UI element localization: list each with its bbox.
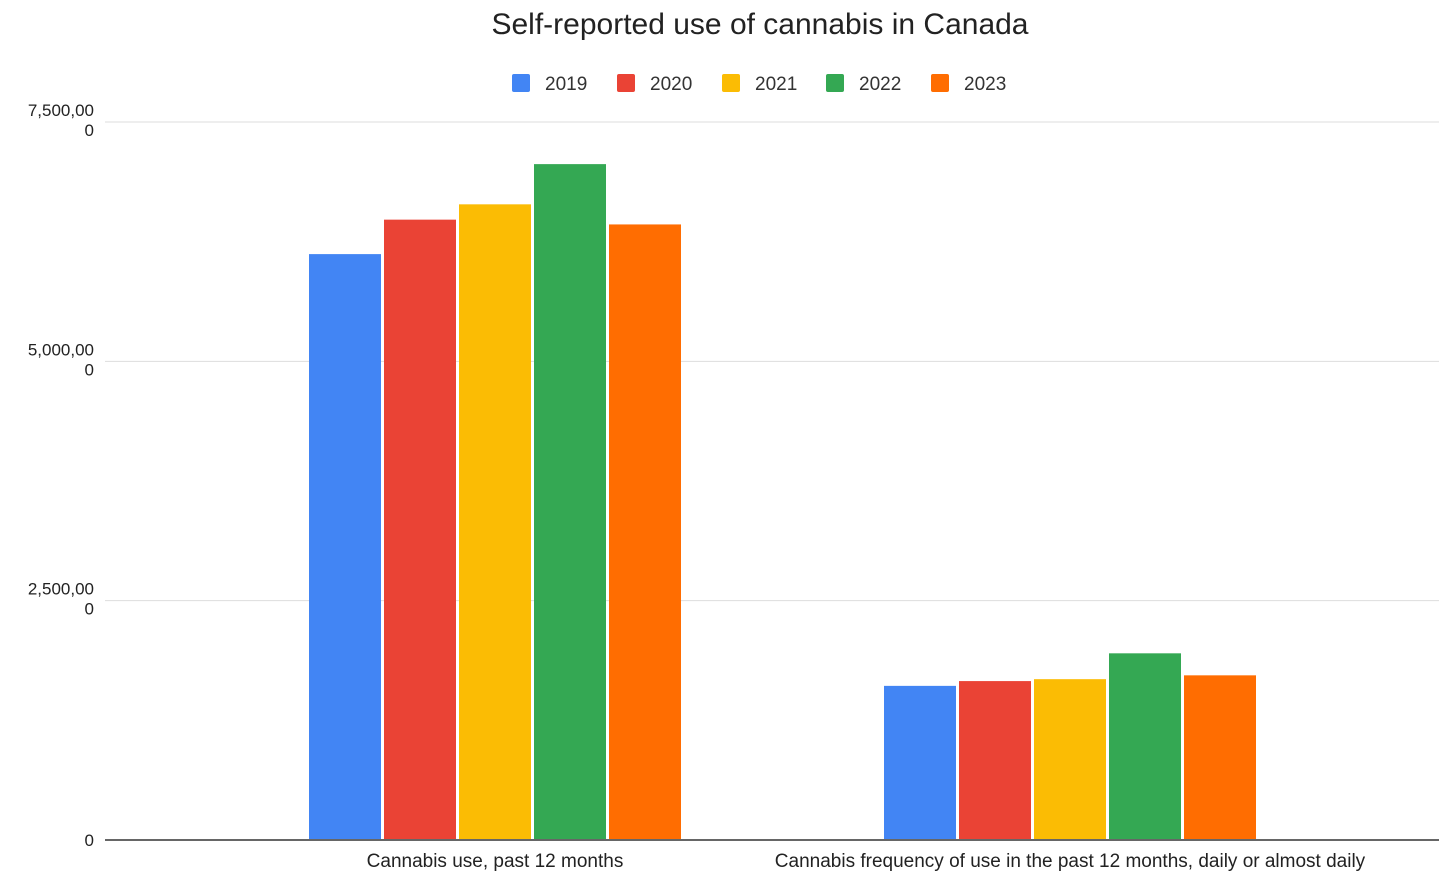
legend-swatch-2023: [931, 74, 949, 92]
bar-2022-use: [534, 164, 606, 840]
y-tick-label: 5,000,00 0: [28, 340, 94, 379]
legend-label-2023: 2023: [964, 74, 1006, 95]
legend-label-2019: 2019: [545, 74, 587, 95]
y-axis: 02,500,00 05,000,00 07,500,00 0: [28, 101, 94, 850]
bar-2020-frequency: [959, 681, 1031, 840]
legend: 2019 2020 2021 2022 2023: [512, 74, 1006, 95]
legend-label-2021: 2021: [755, 74, 797, 95]
x-category-label: Cannabis use, past 12 months: [367, 851, 624, 872]
y-tick-label-line1: 2,500,00: [28, 580, 94, 599]
bar-2022-frequency: [1109, 653, 1181, 840]
x-category-label: Cannabis frequency of use in the past 12…: [775, 851, 1366, 872]
bar-2019-use: [309, 254, 381, 840]
y-tick-label-line2: 0: [85, 360, 94, 379]
x-axis: Cannabis use, past 12 months Cannabis fre…: [367, 851, 1366, 872]
bar-2023-frequency: [1184, 675, 1256, 840]
legend-swatch-2020: [617, 74, 635, 92]
legend-label-2020: 2020: [650, 74, 692, 95]
bar-2021-use: [459, 204, 531, 840]
bar-2021-frequency: [1034, 679, 1106, 840]
y-tick-label-line2: 0: [85, 121, 94, 140]
legend-swatch-2021: [722, 74, 740, 92]
y-tick-label-line2: 0: [85, 600, 94, 619]
y-tick-label: 2,500,00 0: [28, 580, 94, 619]
gridlines: [105, 121, 1439, 602]
chart-title: Self-reported use of cannabis in Canada: [491, 8, 1028, 41]
y-tick-label-line1: 5,000,00: [28, 340, 94, 359]
bar-2020-use: [384, 219, 456, 840]
legend-label-2022: 2022: [859, 74, 901, 95]
y-tick-label-line1: 7,500,00: [28, 101, 94, 120]
y-tick-label: 7,500,00 0: [28, 101, 94, 140]
legend-swatch-2022: [826, 74, 844, 92]
bar-2023-use: [609, 224, 681, 840]
legend-swatch-2019: [512, 74, 530, 92]
bar-2019-frequency: [884, 685, 956, 840]
y-tick-label: 0: [85, 831, 94, 850]
bars: [309, 164, 1256, 840]
